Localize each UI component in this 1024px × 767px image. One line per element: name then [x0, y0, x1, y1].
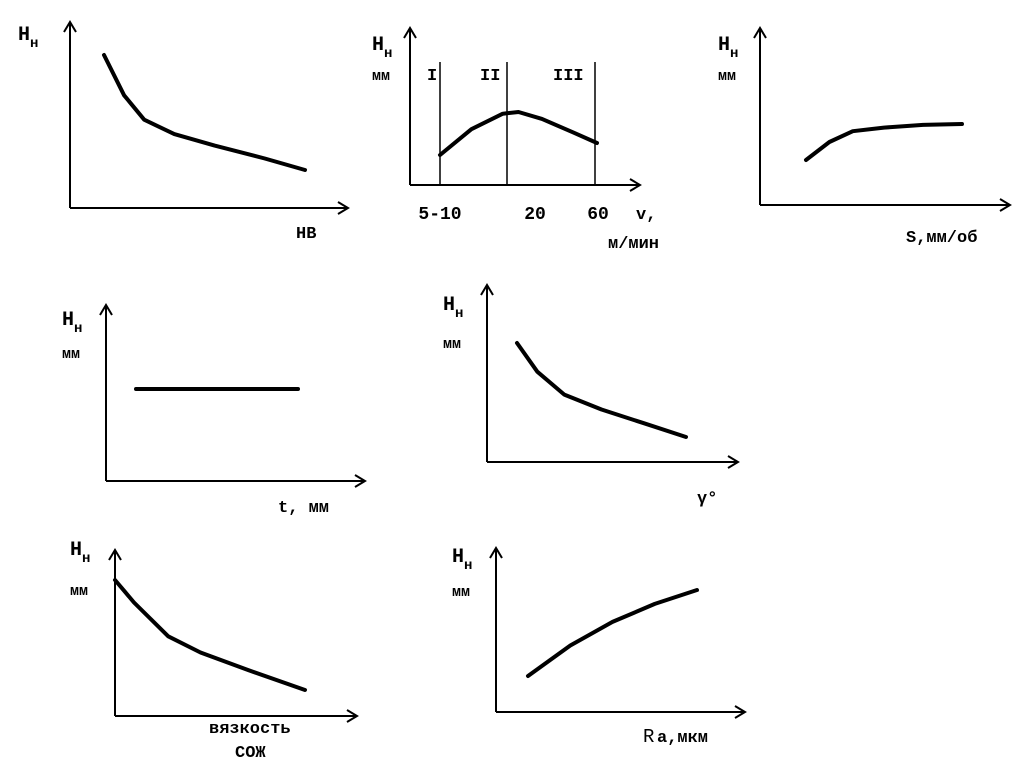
- y-axis-label: Hн: [62, 309, 82, 337]
- y-label-main: H: [62, 309, 74, 332]
- y-axis-unit: мм: [452, 584, 470, 601]
- x-axis-label: γ°: [697, 490, 717, 509]
- series-line: [804, 122, 964, 162]
- y-label-subscript: н: [464, 558, 472, 574]
- x-axis-arrow: [337, 201, 350, 215]
- y-axis-label: Hн: [718, 34, 738, 62]
- zone-label: III: [553, 67, 584, 86]
- y-label-main: H: [70, 539, 82, 562]
- y-axis-unit: мм: [718, 68, 736, 85]
- x-axis-label: S,мм/об: [906, 229, 977, 248]
- x-axis-label: HB: [296, 225, 316, 244]
- y-axis-arrow: [108, 548, 122, 561]
- y-axis-label: Hн: [18, 24, 38, 52]
- chart-panel-6: Hн мм вязкость СОЖ: [70, 539, 359, 763]
- y-axis-label: Hн: [452, 546, 472, 574]
- x-axis-label: м/мин: [608, 235, 659, 254]
- y-label-main: H: [18, 24, 30, 47]
- series-line: [515, 341, 688, 439]
- x-tick-label: 5-10: [418, 205, 461, 225]
- x-axis-arrow: [727, 455, 740, 469]
- y-axis-arrow: [99, 303, 113, 316]
- series-line: [113, 578, 307, 692]
- y-axis-unit: мм: [70, 583, 88, 600]
- series-line: [102, 53, 307, 172]
- x-axis-label: v,: [636, 206, 656, 225]
- y-axis-arrow: [489, 546, 503, 559]
- chart-panel-1: Hн HB: [18, 20, 350, 244]
- y-label-subscript: н: [30, 36, 38, 52]
- y-axis-label: Hн: [372, 34, 392, 62]
- y-axis-arrow: [403, 26, 417, 39]
- y-label-subscript: н: [455, 306, 463, 322]
- x-tick-label: 20: [524, 205, 546, 225]
- x-axis-arrow: [734, 705, 747, 719]
- x-axis-arrow: [354, 474, 367, 488]
- x-axis-arrow: [629, 178, 642, 192]
- x-axis-label: а,мкм: [657, 729, 708, 748]
- chart-panel-5: Hн мм γ°: [443, 283, 740, 509]
- y-label-subscript: н: [74, 321, 82, 337]
- y-axis-unit: мм: [443, 336, 461, 353]
- y-axis-arrow: [63, 20, 77, 33]
- y-label-main: H: [443, 294, 455, 317]
- x-axis-arrow: [999, 198, 1012, 212]
- x-axis-label: R: [643, 726, 654, 748]
- series-line: [438, 110, 599, 157]
- x-tick-label: 60: [587, 205, 609, 225]
- y-axis-unit: мм: [372, 68, 390, 85]
- y-label-main: H: [452, 546, 464, 569]
- zone-label: II: [480, 67, 500, 86]
- y-label-main: H: [372, 34, 384, 57]
- y-axis-label: Hн: [70, 539, 90, 567]
- y-label-main: H: [718, 34, 730, 57]
- y-axis-arrow: [753, 26, 767, 39]
- x-axis-arrow: [346, 709, 359, 723]
- y-label-subscript: н: [384, 46, 392, 62]
- y-label-subscript: н: [730, 46, 738, 62]
- y-label-subscript: н: [82, 551, 90, 567]
- x-axis-label: вязкость: [209, 720, 291, 739]
- x-axis-label: t, мм: [278, 499, 329, 518]
- y-axis-arrow: [480, 283, 494, 296]
- zone-label: I: [427, 67, 437, 86]
- y-axis-unit: мм: [62, 346, 80, 363]
- chart-panel-3: Hн мм S,мм/об: [718, 26, 1012, 248]
- series-line: [526, 588, 699, 678]
- x-axis-label: СОЖ: [235, 744, 266, 763]
- chart-panel-7: Hн мм R а,мкм: [452, 546, 747, 748]
- y-axis-label: Hн: [443, 294, 463, 322]
- chart-panel-4: Hн мм t, мм: [62, 303, 367, 518]
